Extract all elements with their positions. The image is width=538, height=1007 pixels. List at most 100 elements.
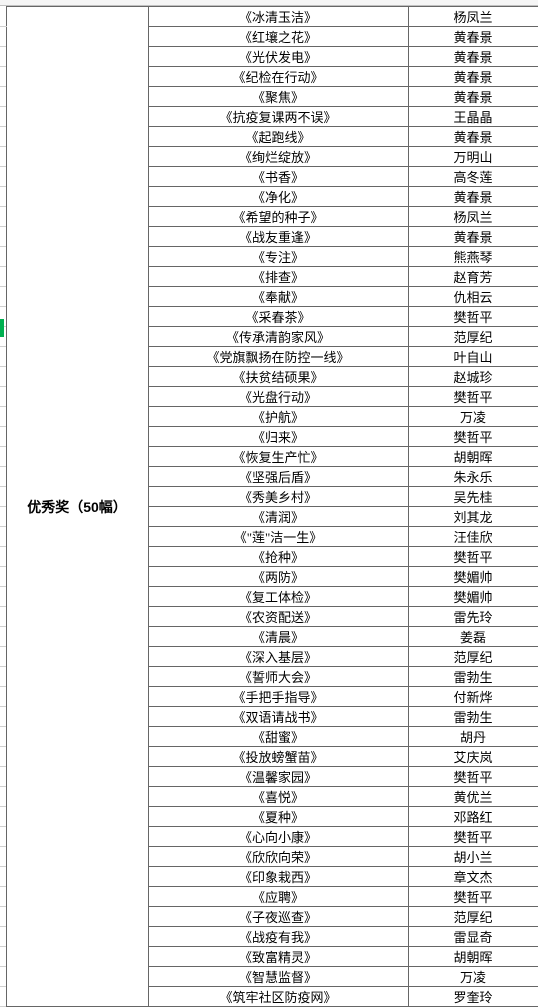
gutter-cell — [0, 87, 6, 107]
author-cell: 胡朝晖 — [408, 947, 538, 967]
author-cell: 邓路红 — [408, 807, 538, 827]
author-cell: 黄春景 — [408, 27, 538, 47]
title-cell: 《复工体检》 — [148, 587, 408, 607]
gutter-cell — [0, 467, 6, 487]
author-cell: 付新烨 — [408, 687, 538, 707]
title-cell: 《应聘》 — [148, 887, 408, 907]
gutter-cell — [0, 207, 6, 227]
title-cell: 《冰清玉洁》 — [148, 7, 408, 27]
gutter-cell — [0, 747, 6, 767]
author-cell: 万凌 — [408, 967, 538, 987]
title-cell: 《起跑线》 — [148, 127, 408, 147]
gutter-cell — [0, 127, 6, 147]
author-cell: 雷勃生 — [408, 707, 538, 727]
title-cell: 《清润》 — [148, 507, 408, 527]
title-cell: 《双语请战书》 — [148, 707, 408, 727]
gutter-cell — [0, 567, 6, 587]
gutter-cell — [0, 607, 6, 627]
author-cell: 章文杰 — [408, 867, 538, 887]
title-cell: 《心向小康》 — [148, 827, 408, 847]
title-cell: 《聚焦》 — [148, 87, 408, 107]
gutter-cell — [0, 447, 6, 467]
author-cell: 胡朝晖 — [408, 447, 538, 467]
gutter-cell — [0, 827, 6, 847]
gutter-cell — [0, 867, 6, 887]
author-cell: 黄春景 — [408, 47, 538, 67]
gutter-cell — [0, 27, 6, 47]
gutter-cell — [0, 407, 6, 427]
author-cell: 樊媚帅 — [408, 587, 538, 607]
gutter-cell — [0, 667, 6, 687]
title-cell: 《恢复生产忙》 — [148, 447, 408, 467]
author-cell: 刘其龙 — [408, 507, 538, 527]
author-cell: 樊哲平 — [408, 307, 538, 327]
author-cell: 樊哲平 — [408, 427, 538, 447]
author-cell: 仇相云 — [408, 287, 538, 307]
gutter-cell — [0, 627, 6, 647]
author-cell: 杨凤兰 — [408, 207, 538, 227]
author-cell: 叶自山 — [408, 347, 538, 367]
gutter-cell — [0, 387, 6, 407]
gutter-cell — [0, 587, 6, 607]
title-cell: 《清晨》 — [148, 627, 408, 647]
title-cell: 《排查》 — [148, 267, 408, 287]
gutter-cell — [0, 287, 6, 307]
author-cell: 雷勃生 — [408, 667, 538, 687]
gutter-cell — [0, 847, 6, 867]
title-cell: 《农资配送》 — [148, 607, 408, 627]
gutter-cell — [0, 507, 6, 527]
author-cell: 杨凤兰 — [408, 7, 538, 27]
title-cell: 《温馨家园》 — [148, 767, 408, 787]
author-cell: 罗奎玲 — [408, 987, 538, 1007]
title-cell: 《书香》 — [148, 167, 408, 187]
gutter-cell — [0, 487, 6, 507]
title-cell: 《智慧监督》 — [148, 967, 408, 987]
author-cell: 樊哲平 — [408, 387, 538, 407]
title-cell: 《采春茶》 — [148, 307, 408, 327]
author-cell: 朱永乐 — [408, 467, 538, 487]
gutter-cell — [0, 347, 6, 367]
title-cell: 《甜蜜》 — [148, 727, 408, 747]
gutter-cell — [0, 727, 6, 747]
gutter-cell — [0, 367, 6, 387]
gutter-cell — [0, 67, 6, 87]
author-cell: 汪佳欣 — [408, 527, 538, 547]
gutter-cell — [0, 527, 6, 547]
author-cell: 范厚纪 — [408, 907, 538, 927]
title-cell: 《党旗飘扬在防控一线》 — [148, 347, 408, 367]
gutter-cell — [0, 147, 6, 167]
table-row: 优秀奖（50幅）《冰清玉洁》杨凤兰 — [0, 7, 538, 27]
author-cell: 黄春景 — [408, 87, 538, 107]
gutter-cell — [0, 547, 6, 567]
title-cell: 《誓师大会》 — [148, 667, 408, 687]
title-cell: 《坚强后盾》 — [148, 467, 408, 487]
title-cell: 《喜悦》 — [148, 787, 408, 807]
title-cell: 《归来》 — [148, 427, 408, 447]
title-cell: 《手把手指导》 — [148, 687, 408, 707]
title-cell: 《致富精灵》 — [148, 947, 408, 967]
author-cell: 赵育芳 — [408, 267, 538, 287]
title-cell: 《战友重逢》 — [148, 227, 408, 247]
gutter-cell — [0, 707, 6, 727]
title-cell: 《专注》 — [148, 247, 408, 267]
title-cell: 《投放螃蟹苗》 — [148, 747, 408, 767]
title-cell: 《子夜巡查》 — [148, 907, 408, 927]
title-cell: 《印象栽西》 — [148, 867, 408, 887]
gutter-cell — [0, 167, 6, 187]
gutter-cell — [0, 107, 6, 127]
title-cell: 《奉献》 — [148, 287, 408, 307]
author-cell: 樊哲平 — [408, 547, 538, 567]
awards-table: 优秀奖（50幅）《冰清玉洁》杨凤兰《红壤之花》黄春景《光伏发电》黄春景《纪检在行… — [0, 6, 538, 1007]
author-cell: 黄春景 — [408, 67, 538, 87]
author-cell: 艾庆岚 — [408, 747, 538, 767]
author-cell: 黄春景 — [408, 187, 538, 207]
author-cell: 姜磊 — [408, 627, 538, 647]
title-cell: 《抗疫复课两不误》 — [148, 107, 408, 127]
gutter-cell — [0, 767, 6, 787]
author-cell: 樊哲平 — [408, 767, 538, 787]
gutter-cell — [0, 247, 6, 267]
gutter-cell — [0, 427, 6, 447]
author-cell: 胡小兰 — [408, 847, 538, 867]
title-cell: 《净化》 — [148, 187, 408, 207]
gutter-cell — [0, 987, 6, 1007]
